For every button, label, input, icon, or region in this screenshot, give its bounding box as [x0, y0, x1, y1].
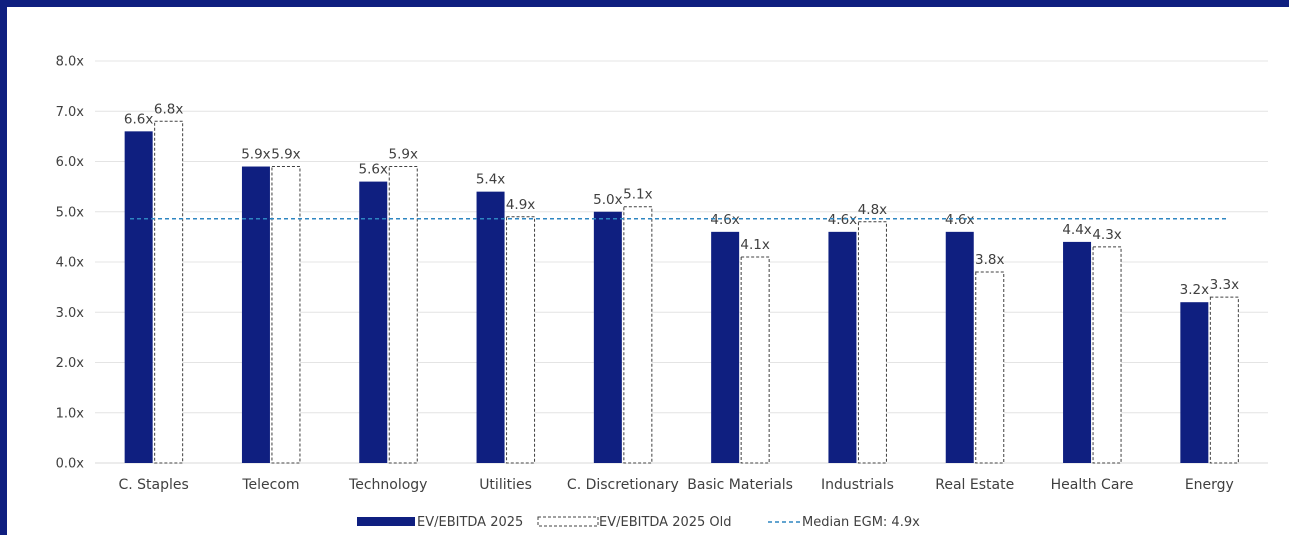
bar-ev-ebitda-2025-old [623, 206, 653, 464]
y-tick-label: 5.0x [56, 205, 85, 220]
bar-ev-ebitda-2025-old [271, 166, 301, 464]
bar-ev-ebitda-2025-old [1092, 246, 1122, 464]
bar-ev-ebitda-2025-old [154, 120, 184, 464]
x-category-label: Industrials [821, 477, 894, 493]
legend-label-ev-ebitda-2025-old: EV/EBITDA 2025 Old [599, 515, 732, 530]
data-label-ev-ebitda-2025: 4.6x [828, 212, 857, 228]
y-tick-label: 6.0x [56, 155, 85, 170]
y-tick-label: 3.0x [56, 306, 85, 321]
bar-ev-ebitda-2025-old [740, 256, 770, 464]
legend-swatch-ev-ebitda-2025-old [537, 516, 599, 527]
x-category-label: C. Discretionary [567, 477, 679, 493]
x-category-label: Technology [348, 477, 427, 493]
frame-top-border [0, 0, 1289, 7]
bar-ev-ebitda-2025-old [388, 166, 418, 464]
data-label-ev-ebitda-2025: 6.6x [124, 111, 153, 127]
bar-ev-ebitda-2025-old [857, 221, 887, 464]
x-category-label: Telecom [241, 477, 299, 493]
bar-ev-ebitda-2025-old [1209, 296, 1239, 464]
data-label-ev-ebitda-2025-old: 4.1x [740, 237, 769, 253]
bar-ev-ebitda-2025 [945, 231, 974, 463]
data-label-ev-ebitda-2025-old: 4.9x [506, 197, 535, 213]
bar-ev-ebitda-2025 [476, 191, 505, 463]
data-label-ev-ebitda-2025-old: 3.3x [1210, 277, 1239, 293]
data-label-ev-ebitda-2025-old: 4.3x [1092, 227, 1121, 243]
legend-label-median: Median EGM: 4.9x [802, 515, 920, 530]
data-label-ev-ebitda-2025-old: 5.9x [389, 147, 418, 163]
x-category-label: Utilities [479, 477, 532, 493]
bar-ev-ebitda-2025 [241, 166, 270, 463]
data-label-ev-ebitda-2025: 3.2x [1180, 282, 1209, 298]
y-tick-label: 1.0x [56, 406, 85, 421]
bar-ev-ebitda-2025 [359, 181, 388, 463]
bar-ev-ebitda-2025 [1063, 241, 1092, 463]
data-label-ev-ebitda-2025: 5.6x [359, 162, 388, 178]
x-category-label: Health Care [1051, 477, 1134, 493]
legend-label-ev-ebitda-2025: EV/EBITDA 2025 [417, 515, 523, 530]
y-tick-label: 0.0x [56, 457, 85, 472]
bar-ev-ebitda-2025 [124, 131, 153, 463]
data-label-ev-ebitda-2025: 4.6x [945, 212, 974, 228]
data-label-ev-ebitda-2025: 4.4x [1062, 222, 1091, 238]
bar-ev-ebitda-2025 [711, 231, 740, 463]
data-label-ev-ebitda-2025-old: 6.8x [154, 101, 183, 117]
data-label-ev-ebitda-2025-old: 5.9x [271, 147, 300, 163]
y-tick-label: 7.0x [56, 105, 85, 120]
data-label-ev-ebitda-2025-old: 5.1x [623, 187, 652, 203]
y-tick-label: 8.0x [56, 55, 85, 70]
bar-ev-ebitda-2025 [828, 231, 857, 463]
x-category-label: Energy [1185, 477, 1234, 493]
bar-ev-ebitda-2025-old [506, 216, 536, 464]
data-label-ev-ebitda-2025: 4.6x [710, 212, 739, 228]
bar-ev-ebitda-2025-old [975, 271, 1005, 464]
x-category-label: Real Estate [935, 477, 1014, 493]
data-label-ev-ebitda-2025-old: 3.8x [975, 252, 1004, 268]
y-tick-label: 4.0x [56, 256, 85, 271]
frame-left-border [0, 0, 7, 535]
data-label-ev-ebitda-2025: 5.9x [241, 147, 270, 163]
legend-swatch-ev-ebitda-2025 [357, 517, 415, 526]
x-category-label: C. Staples [118, 477, 188, 493]
bar-ev-ebitda-2025 [593, 211, 622, 463]
data-label-ev-ebitda-2025-old: 4.8x [858, 202, 887, 218]
x-category-label: Basic Materials [687, 477, 793, 493]
bar-ev-ebitda-2025 [1180, 302, 1209, 463]
data-label-ev-ebitda-2025: 5.4x [476, 172, 505, 188]
y-tick-label: 2.0x [56, 356, 85, 371]
data-label-ev-ebitda-2025: 5.0x [593, 192, 622, 208]
